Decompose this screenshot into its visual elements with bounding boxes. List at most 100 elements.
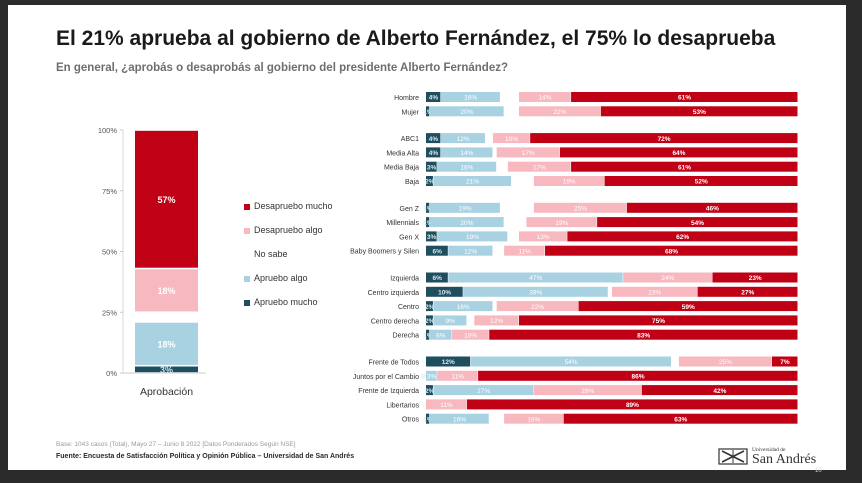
data-label-desapruebo-algo: 18% [157,286,175,296]
chart-legend: Desapruebo mucho Desapruebo algo No sabe Ap… [244,201,364,311]
legend-label: No sabe [254,249,288,259]
row-bar-no-sabe [489,413,504,424]
y-tick-label: 50% [102,248,117,257]
row-data-label: 25% [574,206,587,213]
row-bar-apruebo-algo [429,106,504,117]
row-bar-apruebo-mucho [426,161,437,172]
row-data-label: 68% [665,248,678,255]
row-bar-apruebo-mucho [426,356,471,367]
row-bar-apruebo-algo [448,245,493,256]
legend-swatch [244,300,250,306]
row-bar-desapruebo-mucho [571,92,798,102]
row-bar-desapruebo-mucho [641,385,798,396]
row-bar-apruebo-mucho [426,147,441,158]
row-data-label: 16% [453,416,466,423]
row-bar-apruebo-algo [429,202,500,213]
data-label-apruebo-mucho: 3% [160,365,173,375]
data-label-apruebo-algo: 18% [157,339,175,349]
row-bar-desapruebo-mucho [578,301,798,312]
legend-swatch [244,252,250,258]
row-data-label: 16% [457,304,470,311]
row-bar-apruebo-mucho [426,231,437,242]
logo-top-text: Universidad de [752,447,786,453]
row-data-label: 2% [425,318,435,325]
row-label-media-baja: Media Baja [384,165,419,172]
row-data-label: 16% [460,164,473,171]
y-tick-label: 25% [102,308,117,317]
row-data-label: 61% [678,164,691,171]
row-bar-apruebo-mucho [426,315,433,326]
row-data-label: 3% [427,374,437,381]
row-data-label: 16% [464,95,477,102]
row-bar-desapruebo-mucho [519,315,798,326]
row-data-label: 6% [432,248,442,255]
row-bar-apruebo-algo [429,413,489,424]
row-bar-desapruebo-mucho [771,356,798,367]
legend-swatch [244,276,250,282]
row-data-label: 22% [531,304,544,311]
row-bar-desapruebo-mucho [545,245,798,256]
row-data-label: 1% [423,416,433,423]
row-bar-desapruebo-mucho [600,106,798,117]
row-data-label: 16% [527,416,540,423]
row-bar-desapruebo-mucho [530,133,798,144]
row-label-centro: Centro [398,304,419,311]
row-data-label: 4% [429,150,439,157]
row-data-label: 14% [460,150,473,157]
row-data-label: 75% [652,318,665,325]
row-bar-apruebo-mucho [426,217,430,228]
legend-swatch [244,228,250,234]
row-bar-desapruebo-mucho [626,202,798,213]
segments-stacked-bar-chart: Hombre 4% 16% 14% 61% Mujer 1% 20% 22% 53% ABC1 4% 1… [350,92,798,424]
row-data-label: 3% [427,234,437,241]
row-data-label: 3% [427,164,437,171]
row-data-label: 27% [477,388,490,395]
row-data-label: 12% [490,318,503,325]
row-bar-desapruebo-algo [496,301,579,312]
row-data-label: 62% [676,234,689,241]
row-data-label: 4% [429,95,439,102]
row-bar-apruebo-algo [429,329,452,340]
row-bar-desapruebo-mucho [559,147,798,158]
row-data-label: 59% [682,304,695,311]
row-bar-desapruebo-algo [526,217,597,228]
row-bar-desapruebo-algo [533,202,627,213]
row-bar-apruebo-algo [429,217,504,228]
row-bar-desapruebo-algo [519,106,601,117]
row-data-label: 14% [539,95,552,102]
x-category-label: Aprobación [140,386,193,398]
row-data-label: 19% [555,220,568,227]
row-label-otros: Otros [402,417,420,424]
y-tick-label: 75% [102,187,117,196]
row-label-abc1: ABC1 [401,136,419,143]
row-bar-apruebo-mucho [426,202,430,213]
legend-label: Apruebo mucho [254,297,318,307]
row-data-label: 39% [529,290,542,297]
row-bar-desapruebo-algo [519,92,571,102]
row-data-label: 20% [460,220,473,227]
row-bar-desapruebo-algo [623,272,712,283]
row-bar-apruebo-algo [440,147,493,158]
row-label-gen-x: Gen X [399,234,419,241]
bar-segment-apruebo-algo [135,322,198,365]
row-bar-desapruebo-algo [492,133,530,144]
legend-swatch [244,204,250,210]
row-label-juntos-por-el-cambio: Juntos por el Cambio [353,374,419,381]
row-data-label: 7% [780,359,790,366]
row-data-label: 2% [425,304,435,311]
row-bar-no-sabe [466,315,474,326]
bar-segment-desapruebo-mucho [135,130,198,268]
row-bar-desapruebo-mucho [712,272,798,283]
row-bar-desapruebo-algo [612,286,698,297]
row-bar-apruebo-algo [470,356,672,367]
row-bar-desapruebo-mucho [466,399,798,410]
row-bar-desapruebo-algo [452,329,489,340]
row-bar-apruebo-mucho [426,413,430,424]
row-data-label: 23% [749,275,762,282]
row-data-label: 47% [529,275,542,282]
row-bar-no-sabe [500,92,519,102]
bar-segment-desapruebo-algo [135,269,198,312]
row-bar-no-sabe [496,161,508,172]
row-data-label: 20% [460,109,473,116]
row-data-label: 52% [695,179,708,186]
